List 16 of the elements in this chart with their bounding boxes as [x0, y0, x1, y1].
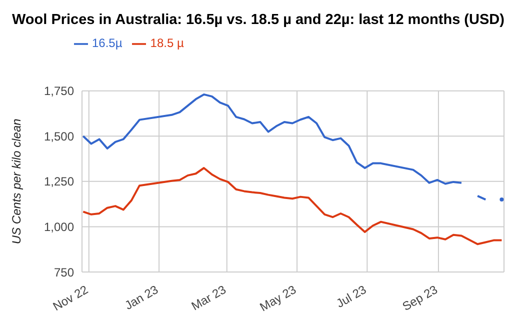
y-tick-label: 1,250	[44, 174, 74, 189]
line-series	[82, 167, 503, 246]
x-tick-label: Nov 22	[50, 282, 91, 314]
x-tick-label: Jul 23	[334, 282, 369, 311]
y-tick-label: 1,500	[44, 129, 74, 144]
x-tick-label: May 23	[257, 282, 299, 314]
y-tick-label: 1,750	[44, 84, 74, 98]
chart-title: Wool Prices in Australia: 16.5µ vs. 18.5 µ and 22µ: last 12 months (USD)	[12, 12, 504, 28]
x-tick-label: Sep 23	[400, 282, 440, 314]
y-tick-label: 750	[54, 265, 74, 280]
x-tick-label: Mar 23	[189, 282, 229, 314]
legend-label: 16.5µ	[92, 36, 122, 50]
y-axis-title: US Cents per kilo clean	[9, 118, 24, 244]
legend-label: 18.5 µ	[150, 36, 184, 50]
x-tick-label: Jan 23	[122, 282, 161, 313]
y-tick-label: 1,000	[44, 220, 74, 234]
